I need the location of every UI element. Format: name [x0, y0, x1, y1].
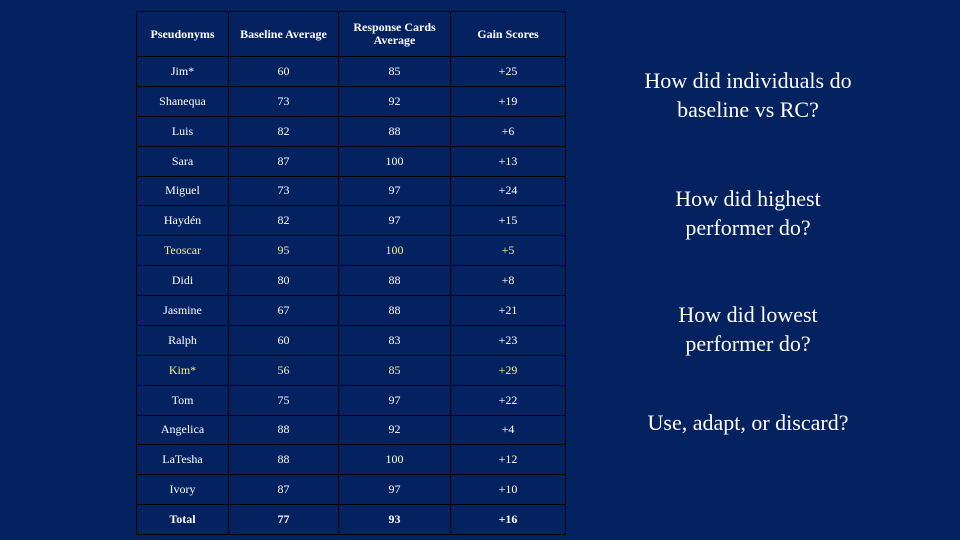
table-row: Angelica 88 92 +4	[136, 414, 566, 446]
header-pseudonyms: Pseudonyms	[136, 11, 229, 57]
cell-baseline: 87	[228, 474, 339, 506]
cell-response-cards: 85	[338, 56, 451, 87]
table-row: Didi 80 88 +8	[136, 265, 566, 296]
cell-response-cards: 88	[338, 295, 451, 326]
question-highest-performer: How did highest performer do?	[675, 186, 821, 240]
table-header-row: Pseudonyms Baseline Average Response Car…	[136, 11, 566, 57]
cell-response-cards: 85	[338, 354, 451, 386]
cell-gain: +29	[450, 354, 566, 386]
cell-pseudonym: Miguel	[136, 175, 229, 207]
table-row: Haydén 82 97 +15	[136, 205, 566, 237]
cell-baseline: 73	[228, 85, 339, 117]
header-baseline-average: Baseline Average	[228, 11, 339, 57]
cell-pseudonym: Tom	[136, 384, 229, 416]
cell-gain: +19	[450, 85, 566, 117]
cell-pseudonym: Ivory	[136, 474, 229, 506]
cell-baseline: 67	[228, 295, 339, 326]
cell-gain: +5	[450, 235, 566, 267]
cell-baseline: 82	[228, 115, 339, 147]
cell-response-cards: 97	[338, 205, 451, 237]
table-row: Miguel 73 97 +24	[136, 175, 566, 207]
table-row: Jim* 60 85 +25	[136, 56, 566, 87]
cell-baseline: 95	[228, 235, 339, 267]
cell-gain: +8	[450, 265, 566, 296]
total-cell-pseudonym: Total	[136, 504, 229, 535]
cell-response-cards: 88	[338, 265, 451, 296]
cell-pseudonym: LaTesha	[136, 444, 229, 476]
table-total-row: Total 77 93 +16	[136, 504, 566, 535]
question-individuals: How did individuals do baseline vs RC?	[644, 68, 852, 122]
cell-pseudonym: Jim*	[136, 56, 229, 87]
total-cell-baseline: 77	[228, 504, 339, 535]
table-body: Jim* 60 85 +25 Shanequa 73 92 +19 Luis 82 88 +6 Sara…	[136, 56, 566, 535]
cell-baseline: 87	[228, 145, 339, 177]
cell-gain: +23	[450, 324, 566, 356]
cell-gain: +25	[450, 56, 566, 87]
cell-response-cards: 97	[338, 175, 451, 207]
cell-response-cards: 92	[338, 414, 451, 446]
cell-pseudonym: Shanequa	[136, 85, 229, 117]
cell-gain: +13	[450, 145, 566, 177]
cell-baseline: 60	[228, 56, 339, 87]
cell-response-cards: 83	[338, 324, 451, 356]
cell-pseudonym: Ralph	[136, 324, 229, 356]
table-row: Luis 82 88 +6	[136, 115, 566, 147]
cell-pseudonym: Kim*	[136, 354, 229, 386]
cell-baseline: 88	[228, 414, 339, 446]
cell-baseline: 82	[228, 205, 339, 237]
cell-baseline: 75	[228, 384, 339, 416]
cell-baseline: 56	[228, 354, 339, 386]
cell-response-cards: 97	[338, 474, 451, 506]
table-row: Tom 75 97 +22	[136, 384, 566, 416]
cell-pseudonym: Teoscar	[136, 235, 229, 267]
cell-pseudonym: Luis	[136, 115, 229, 147]
table-row: Shanequa 73 92 +19	[136, 85, 566, 117]
cell-baseline: 73	[228, 175, 339, 207]
cell-response-cards: 100	[338, 235, 451, 267]
cell-pseudonym: Haydén	[136, 205, 229, 237]
table-row: Teoscar 95 100 +5	[136, 235, 566, 267]
cell-gain: +15	[450, 205, 566, 237]
header-response-cards-average: Response Cards Average	[338, 11, 451, 57]
cell-pseudonym: Jasmine	[136, 295, 229, 326]
table-row: Ralph 60 83 +23	[136, 324, 566, 356]
cell-gain: +22	[450, 384, 566, 416]
table-row: Jasmine 67 88 +21	[136, 295, 566, 326]
cell-response-cards: 100	[338, 444, 451, 476]
scores-table: Pseudonyms Baseline Average Response Car…	[136, 11, 566, 535]
question-lowest-performer: How did lowest performer do?	[678, 302, 818, 356]
cell-response-cards: 88	[338, 115, 451, 147]
cell-response-cards: 100	[338, 145, 451, 177]
cell-baseline: 60	[228, 324, 339, 356]
cell-gain: +6	[450, 115, 566, 147]
cell-gain: +24	[450, 175, 566, 207]
cell-response-cards: 97	[338, 384, 451, 416]
cell-gain: +10	[450, 474, 566, 506]
table-row: LaTesha 88 100 +12	[136, 444, 566, 476]
cell-baseline: 88	[228, 444, 339, 476]
cell-baseline: 80	[228, 265, 339, 296]
table-row: Sara 87 100 +13	[136, 145, 566, 177]
total-cell-response-cards: 93	[338, 504, 451, 535]
cell-gain: +4	[450, 414, 566, 446]
cell-pseudonym: Didi	[136, 265, 229, 296]
cell-gain: +12	[450, 444, 566, 476]
cell-pseudonym: Angelica	[136, 414, 229, 446]
cell-pseudonym: Sara	[136, 145, 229, 177]
table-row: Ivory 87 97 +10	[136, 474, 566, 506]
cell-gain: +21	[450, 295, 566, 326]
cell-response-cards: 92	[338, 85, 451, 117]
total-cell-gain: +16	[450, 504, 566, 535]
question-use-adapt-discard: Use, adapt, or discard?	[647, 410, 849, 435]
header-gain-scores: Gain Scores	[450, 11, 566, 57]
table-row: Kim* 56 85 +29	[136, 354, 566, 386]
